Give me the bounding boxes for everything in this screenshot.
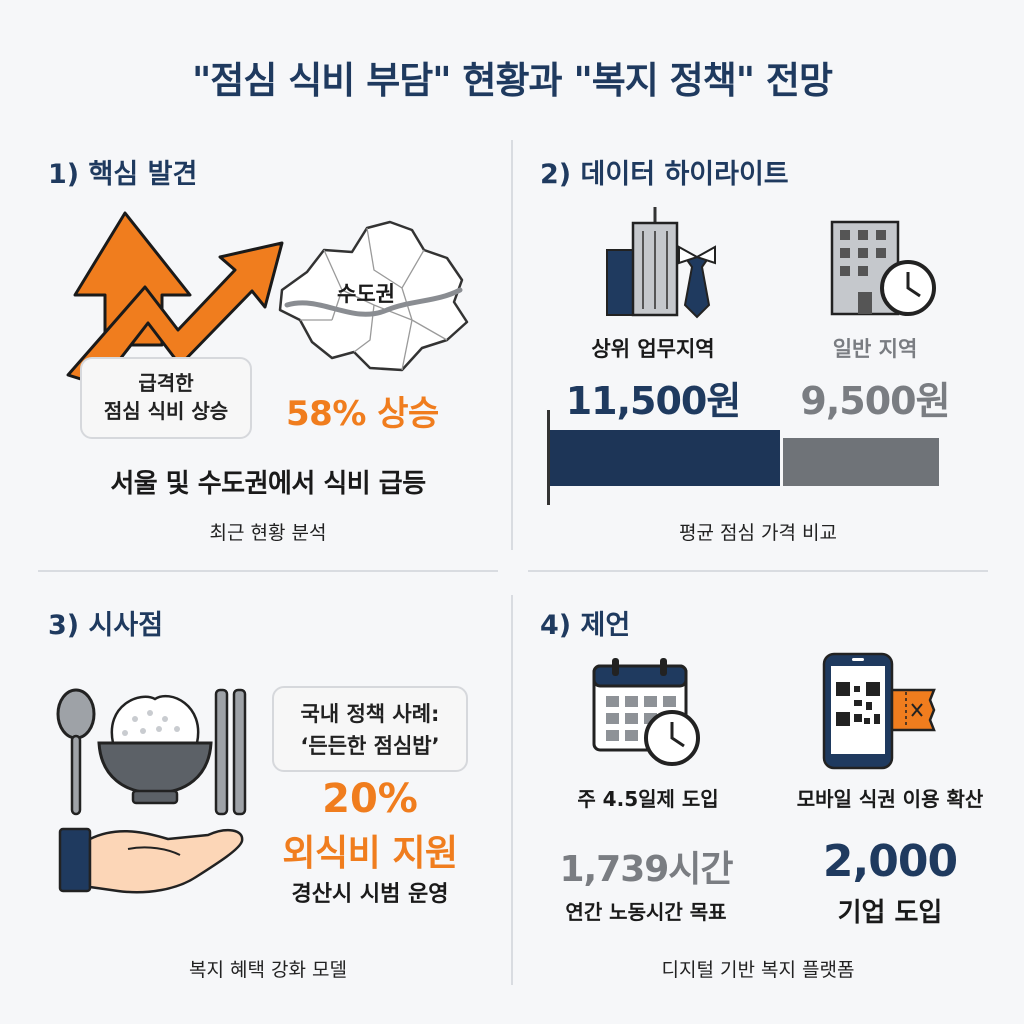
working-hours-stat: 1,739시간 xyxy=(559,849,733,890)
pilot-detail: 경산시 시범 운영 xyxy=(291,882,449,907)
spoon-icon xyxy=(56,688,96,816)
rice-bowl-icon xyxy=(97,694,213,805)
four-day-week-label: 주 4.5일제 도입 xyxy=(577,787,719,811)
page-title: "점심 식비 부담" 현황과 "복지 정책" 전망 xyxy=(192,59,833,102)
support-percent-stat: 20% xyxy=(322,776,418,822)
trend-arrow-icon xyxy=(66,241,284,387)
policy-callout: 국내 정책 사례: ‘든든한 점심밥’ xyxy=(272,686,468,772)
business-district-label: 상위 업무지역 xyxy=(591,337,715,361)
divider-horizontal-left xyxy=(38,570,498,572)
callout-line1: 급격한 xyxy=(138,371,194,395)
map-label: 수도권 xyxy=(337,282,395,306)
support-stat-label: 외식비 지원 xyxy=(282,833,458,874)
section4-caption: 디지털 기반 복지 플랫폼 xyxy=(661,959,855,981)
callout-line2: 점심 식비 상승 xyxy=(103,399,229,423)
business-district-price: 11,500원 xyxy=(565,379,742,423)
building-clock-icon xyxy=(830,220,936,316)
general-area-label: 일반 지역 xyxy=(832,337,918,361)
divider-vertical-bottom xyxy=(511,595,513,985)
trend-callout: 급격한 점심 식비 상승 xyxy=(80,357,252,439)
mobile-qr-ticket-icon xyxy=(822,652,936,770)
bar-chart-axis xyxy=(547,410,550,505)
findings-summary: 서울 및 수도권에서 식비 급등 xyxy=(110,469,426,499)
calendar-clock-icon xyxy=(592,658,700,766)
increase-stat: 58% 상승 xyxy=(286,394,439,434)
general-area-price: 9,500원 xyxy=(800,379,950,423)
section2-caption: 평균 점심 가격 비교 xyxy=(679,522,837,544)
section1-heading: 1) 핵심 발견 xyxy=(48,159,198,190)
policy-callout-line2: ‘든든한 점심밥’ xyxy=(300,734,440,758)
mobile-voucher-label: 모바일 식권 이용 확산 xyxy=(796,787,984,811)
section2-heading: 2) 데이터 하이라이트 xyxy=(540,159,789,190)
section3-heading: 3) 시사점 xyxy=(48,610,164,641)
office-tower-tie-icon xyxy=(606,207,716,319)
section1-caption: 최근 현황 분석 xyxy=(209,522,327,544)
divider-horizontal-right xyxy=(528,570,988,572)
section4-heading: 4) 제언 xyxy=(540,610,631,641)
policy-callout-line1: 국내 정책 사례: xyxy=(300,702,440,726)
section3-caption: 복지 혜택 강화 모델 xyxy=(189,959,347,981)
adopting-companies-stat: 2,000 xyxy=(822,836,958,887)
divider-vertical-top xyxy=(511,140,513,550)
giving-hand-icon xyxy=(58,827,244,894)
working-hours-desc: 연간 노동시간 목표 xyxy=(565,900,727,924)
business-district-bar xyxy=(550,430,780,486)
chopsticks-icon xyxy=(214,688,247,816)
seoul-map-icon xyxy=(278,220,469,372)
adopting-companies-desc: 기업 도입 xyxy=(837,898,943,928)
general-area-bar xyxy=(783,438,939,486)
